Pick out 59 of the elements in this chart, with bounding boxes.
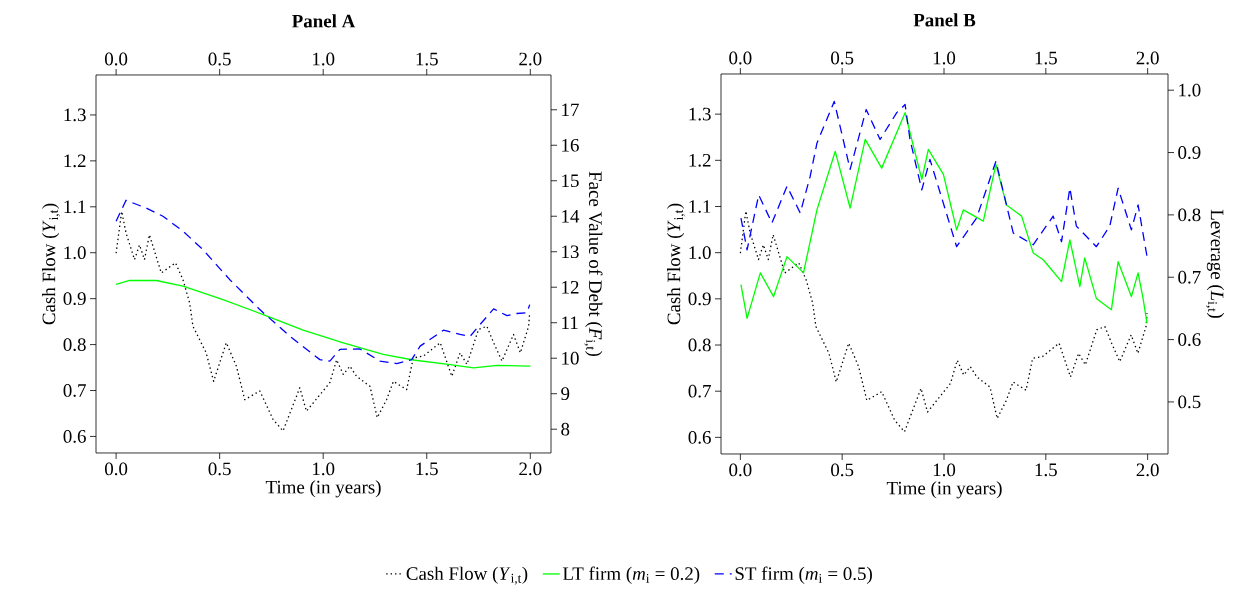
x-tick-label: 0.5 xyxy=(208,52,231,66)
x-tick-label: 0.5 xyxy=(831,463,854,477)
y2-tick-label: 0.6 xyxy=(1178,333,1201,347)
y2-tick-label: 0.5 xyxy=(1178,395,1201,409)
line-series xyxy=(740,111,1148,325)
line-series xyxy=(740,100,1148,258)
y2-tick-label: 0.7 xyxy=(1178,270,1201,284)
x-axis-title: Time (in years) xyxy=(265,480,381,498)
line-series xyxy=(115,279,531,369)
y-tick-label: 1.2 xyxy=(64,154,86,168)
y-tick-label: 1.1 xyxy=(689,200,711,213)
y2-axis-title: Leverage (L$_{i,t}$) xyxy=(1206,209,1225,318)
x-tick-label: 2.0 xyxy=(519,52,542,66)
y2-tick-label: 0.9 xyxy=(1178,146,1201,159)
y-tick-label: 1.3 xyxy=(689,107,711,121)
y2-tick-label: 17 xyxy=(562,103,579,117)
y-tick-label: 0.9 xyxy=(688,292,711,306)
y2-tick-label: 1.0 xyxy=(1179,83,1201,97)
y2-axis-title: Face Value of Debt (F$_{i,t}$) xyxy=(584,171,603,357)
y2-tick-label: 9 xyxy=(561,387,570,401)
x-tick-label: 0.0 xyxy=(729,463,752,477)
legend-label: ST firm (m$_{i}$ = 0.5) xyxy=(735,566,872,584)
x-tick-label: 0.0 xyxy=(104,52,128,66)
y2-tick-label: 16 xyxy=(562,138,579,152)
y-axis-title: Cash Flow (Y$_{i,t}$) xyxy=(41,203,60,325)
y2-tick-label: 10 xyxy=(562,351,579,365)
chart-title: Panel A xyxy=(292,14,356,28)
y2-tick-label: 15 xyxy=(562,174,579,188)
y2-tick-label: 13 xyxy=(562,245,579,259)
y-tick-label: 0.9 xyxy=(63,292,86,306)
y-tick-label: 0.8 xyxy=(688,338,711,352)
y-tick-label: 1.0 xyxy=(64,246,86,260)
x-axis-title: Time (in years) xyxy=(886,481,1002,499)
y-tick-label: 1.2 xyxy=(689,153,711,167)
x-tick-label: 1.0 xyxy=(313,52,335,66)
y-tick-label: 0.6 xyxy=(63,430,86,443)
line-series xyxy=(115,210,531,432)
y2-tick-label: 14 xyxy=(562,210,580,223)
x-tick-label: 1.5 xyxy=(416,52,438,66)
legend-label: Cash Flow (Y$_{i,t}$) xyxy=(406,566,528,585)
x-tick-label: 1.0 xyxy=(933,463,956,477)
y-tick-label: 0.6 xyxy=(688,430,711,444)
y-tick-label: 1.0 xyxy=(689,246,711,260)
line-series xyxy=(739,210,1148,433)
y-tick-label: 0.8 xyxy=(63,338,86,352)
legend-label: LT firm (m$_{i}$ = 0.2) xyxy=(562,566,700,584)
y2-tick-label: 12 xyxy=(562,280,579,294)
y-tick-label: 0.7 xyxy=(63,384,86,397)
y2-tick-label: 0.8 xyxy=(1178,208,1201,222)
line-series xyxy=(115,199,531,365)
chart-title: Panel B xyxy=(913,13,976,27)
y-tick-label: 0.7 xyxy=(688,384,711,398)
y-tick-label: 1.3 xyxy=(64,108,86,122)
y2-tick-label: 11 xyxy=(562,316,578,329)
x-tick-label: 2.0 xyxy=(1136,463,1159,477)
x-tick-label: 1.5 xyxy=(1035,463,1057,477)
y-tick-label: 1.1 xyxy=(64,200,86,214)
y-axis-title: Cash Flow (Y$_{i,t}$) xyxy=(666,203,685,325)
y2-tick-label: 8 xyxy=(561,422,570,436)
